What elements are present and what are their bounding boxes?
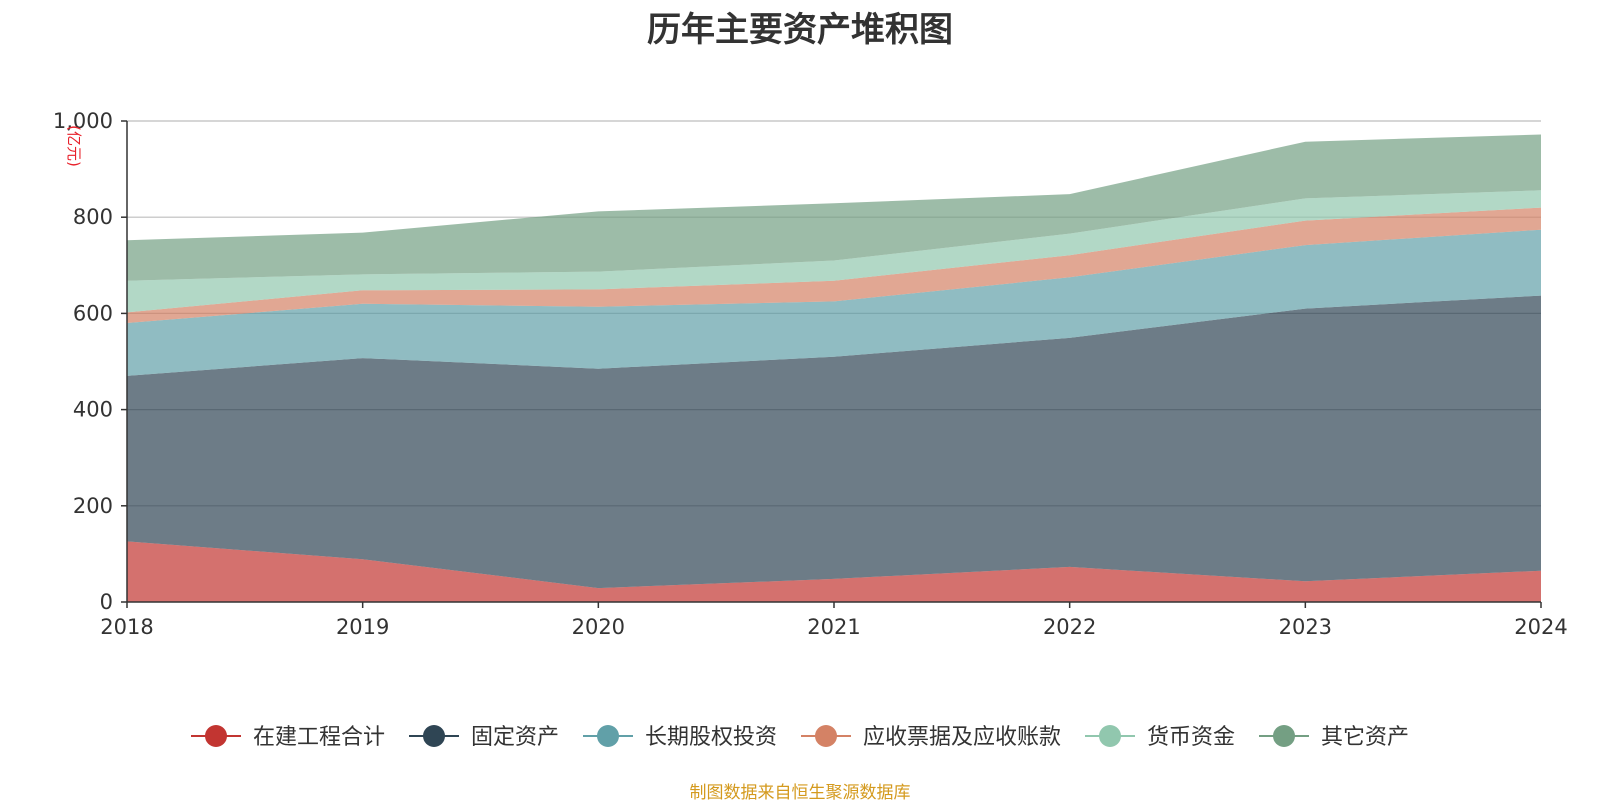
y-tick-label: 200 bbox=[73, 494, 113, 518]
area-series-4 bbox=[127, 207, 1541, 323]
legend-item-2: 固定资产 bbox=[409, 725, 559, 750]
legend-label: 应收票据及应收账款 bbox=[863, 725, 1061, 750]
legend-item-1: 在建工程合计 bbox=[191, 725, 385, 750]
legend-circle-marker bbox=[1099, 725, 1121, 747]
chart-title: 历年主要资产堆积图 bbox=[647, 10, 953, 50]
x-tick-label: 2022 bbox=[1043, 615, 1096, 639]
area-series bbox=[127, 134, 1541, 602]
area-series-1 bbox=[127, 541, 1541, 602]
legend-label: 其它资产 bbox=[1321, 725, 1409, 750]
legend-item-5: 货币资金 bbox=[1085, 725, 1235, 750]
legend-label: 货币资金 bbox=[1147, 725, 1235, 750]
y-tick-label: 600 bbox=[73, 301, 113, 325]
legend-item-4: 应收票据及应收账款 bbox=[801, 725, 1061, 750]
axes: 0 200 400 600 800 1,000 2018 2019 2020 2021 2022 20… bbox=[53, 109, 1568, 639]
legend-label: 长期股权投资 bbox=[645, 725, 777, 750]
legend-label: 固定资产 bbox=[471, 725, 559, 750]
legend-item-3: 长期股权投资 bbox=[583, 725, 777, 750]
y-tick-label: 400 bbox=[73, 398, 113, 422]
area-series-3 bbox=[127, 229, 1541, 376]
y-tick-label: 0 bbox=[100, 590, 113, 614]
legend-item-6: 其它资产 bbox=[1259, 725, 1409, 750]
legend-circle-marker bbox=[597, 725, 619, 747]
x-tick-label: 2024 bbox=[1514, 615, 1567, 639]
x-tick-label: 2019 bbox=[336, 615, 389, 639]
x-tick-label: 2023 bbox=[1279, 615, 1332, 639]
y-axis-unit-label: (亿元) bbox=[65, 125, 83, 167]
y-tick-label: 800 bbox=[73, 205, 113, 229]
x-tick-label: 2018 bbox=[100, 615, 153, 639]
legend-circle-marker bbox=[815, 725, 837, 747]
y-tick-label: 1,000 bbox=[53, 109, 113, 133]
legend: 在建工程合计 固定资产 长期股权投资 应收票据及应收账款 货币资金 其它资产 bbox=[191, 725, 1409, 750]
x-tick-label: 2021 bbox=[807, 615, 860, 639]
legend-circle-marker bbox=[1273, 725, 1295, 747]
area-series-2 bbox=[127, 295, 1541, 589]
legend-circle-marker bbox=[423, 725, 445, 747]
legend-circle-marker bbox=[205, 725, 227, 747]
legend-label: 在建工程合计 bbox=[253, 725, 385, 750]
x-tick-label: 2020 bbox=[572, 615, 625, 639]
area-series-6 bbox=[127, 134, 1541, 281]
area-series-5 bbox=[127, 190, 1541, 313]
data-source-note: 制图数据来自恒生聚源数据库 bbox=[689, 783, 911, 803]
